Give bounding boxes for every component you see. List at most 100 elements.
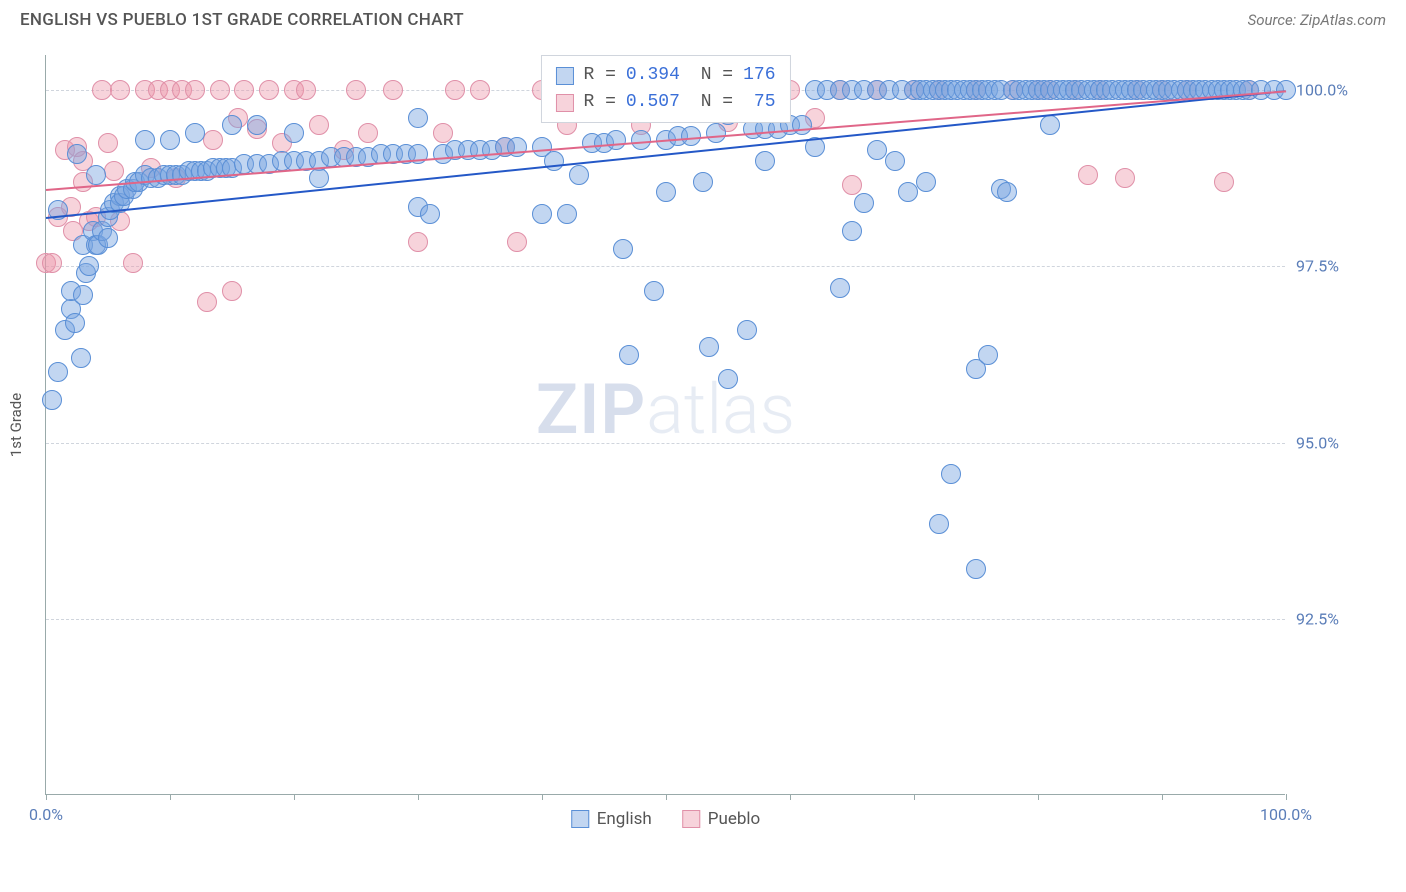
scatter-point-pueblo (197, 292, 217, 312)
legend-stats-box: R = 0.394 N = 176 R = 0.507 N = 75 (540, 55, 790, 123)
gridline-h (46, 619, 1285, 620)
scatter-point-english (79, 256, 99, 276)
scatter-point-pueblo (185, 80, 205, 100)
legend-item-pueblo: Pueblo (682, 809, 761, 829)
legend-bottom: English Pueblo (571, 809, 761, 829)
legend-stats-english: R = 0.394 N = 176 (555, 62, 775, 89)
plot-area: 1st Grade ZIPatlas R = 0.394 N = 176 R =… (45, 55, 1285, 795)
scatter-point-english (185, 123, 205, 143)
scatter-point-pueblo (222, 281, 242, 301)
xtick-mark (294, 794, 295, 800)
scatter-point-english (755, 151, 775, 171)
scatter-point-english (699, 337, 719, 357)
scatter-point-english (86, 165, 106, 185)
scatter-point-english (916, 172, 936, 192)
scatter-point-english (792, 115, 812, 135)
ytick-label: 97.5% (1296, 257, 1339, 276)
scatter-point-pueblo (203, 130, 223, 150)
xtick-mark (914, 794, 915, 800)
scatter-point-english (309, 168, 329, 188)
scatter-point-english (408, 108, 428, 128)
scatter-point-english (222, 115, 242, 135)
scatter-point-english (1040, 115, 1060, 135)
chart-container: 1st Grade ZIPatlas R = 0.394 N = 176 R =… (45, 55, 1385, 815)
scatter-point-pueblo (210, 80, 230, 100)
legend-label-english: English (597, 809, 652, 829)
r-value-pueblo: 0.507 (626, 89, 680, 116)
scatter-point-pueblo (92, 80, 112, 100)
scatter-point-pueblo (42, 253, 62, 273)
legend-item-english: English (571, 809, 652, 829)
scatter-point-pueblo (234, 80, 254, 100)
swatch-pueblo (555, 94, 573, 112)
scatter-point-english (966, 559, 986, 579)
scatter-point-english (532, 204, 552, 224)
scatter-point-english (73, 285, 93, 305)
scatter-point-pueblo (1214, 172, 1234, 192)
scatter-point-english (854, 193, 874, 213)
source-label: Source: ZipAtlas.com (1248, 11, 1386, 29)
scatter-point-english (71, 348, 91, 368)
scatter-point-english (898, 182, 918, 202)
scatter-point-pueblo (346, 80, 366, 100)
ytick-label: 92.5% (1296, 609, 1339, 628)
scatter-point-english (737, 320, 757, 340)
scatter-point-english (569, 165, 589, 185)
scatter-point-pueblo (507, 232, 527, 252)
xtick-mark (666, 794, 667, 800)
scatter-point-english (48, 362, 68, 382)
xtick-mark (1038, 794, 1039, 800)
gridline-h (46, 266, 1285, 267)
xtick-mark (46, 794, 47, 800)
scatter-point-pueblo (104, 161, 124, 181)
scatter-point-pueblo (296, 80, 316, 100)
xtick-mark (418, 794, 419, 800)
chart-title: ENGLISH VS PUEBLO 1ST GRADE CORRELATION … (20, 10, 464, 30)
n-value-pueblo: 75 (743, 89, 775, 116)
scatter-point-pueblo (445, 80, 465, 100)
scatter-point-english (631, 130, 651, 150)
legend-stats-pueblo: R = 0.507 N = 75 (555, 89, 775, 116)
scatter-point-pueblo (383, 80, 403, 100)
scatter-point-english (67, 144, 87, 164)
scatter-point-english (42, 390, 62, 410)
watermark: ZIPatlas (536, 369, 795, 451)
scatter-point-english (941, 464, 961, 484)
scatter-point-pueblo (470, 80, 490, 100)
scatter-point-english (885, 151, 905, 171)
y-axis-label: 1st Grade (7, 392, 25, 456)
scatter-point-english (98, 228, 118, 248)
scatter-point-english (606, 130, 626, 150)
scatter-point-english (997, 182, 1017, 202)
xtick-mark (790, 794, 791, 800)
swatch-english (555, 67, 573, 85)
scatter-point-english (842, 221, 862, 241)
xtick-mark (1162, 794, 1163, 800)
scatter-point-english (65, 313, 85, 333)
scatter-point-english (681, 126, 701, 146)
scatter-point-pueblo (1078, 165, 1098, 185)
scatter-point-english (978, 345, 998, 365)
scatter-point-english (247, 115, 267, 135)
scatter-point-english (284, 123, 304, 143)
xtick-label: 100.0% (1260, 805, 1312, 824)
scatter-point-pueblo (433, 123, 453, 143)
xtick-mark (542, 794, 543, 800)
scatter-point-english (830, 278, 850, 298)
gridline-h (46, 443, 1285, 444)
watermark-zip: ZIP (536, 369, 646, 451)
scatter-point-english (644, 281, 664, 301)
n-value-english: 176 (743, 62, 775, 89)
xtick-mark (170, 794, 171, 800)
r-value-english: 0.394 (626, 62, 680, 89)
scatter-point-english (867, 140, 887, 160)
ytick-label: 95.0% (1296, 433, 1339, 452)
scatter-point-english (693, 172, 713, 192)
xtick-mark (1286, 794, 1287, 800)
scatter-point-pueblo (110, 80, 130, 100)
scatter-point-pueblo (309, 115, 329, 135)
scatter-point-pueblo (123, 253, 143, 273)
scatter-point-pueblo (358, 123, 378, 143)
scatter-point-english (718, 369, 738, 389)
legend-swatch-pueblo (682, 810, 700, 828)
